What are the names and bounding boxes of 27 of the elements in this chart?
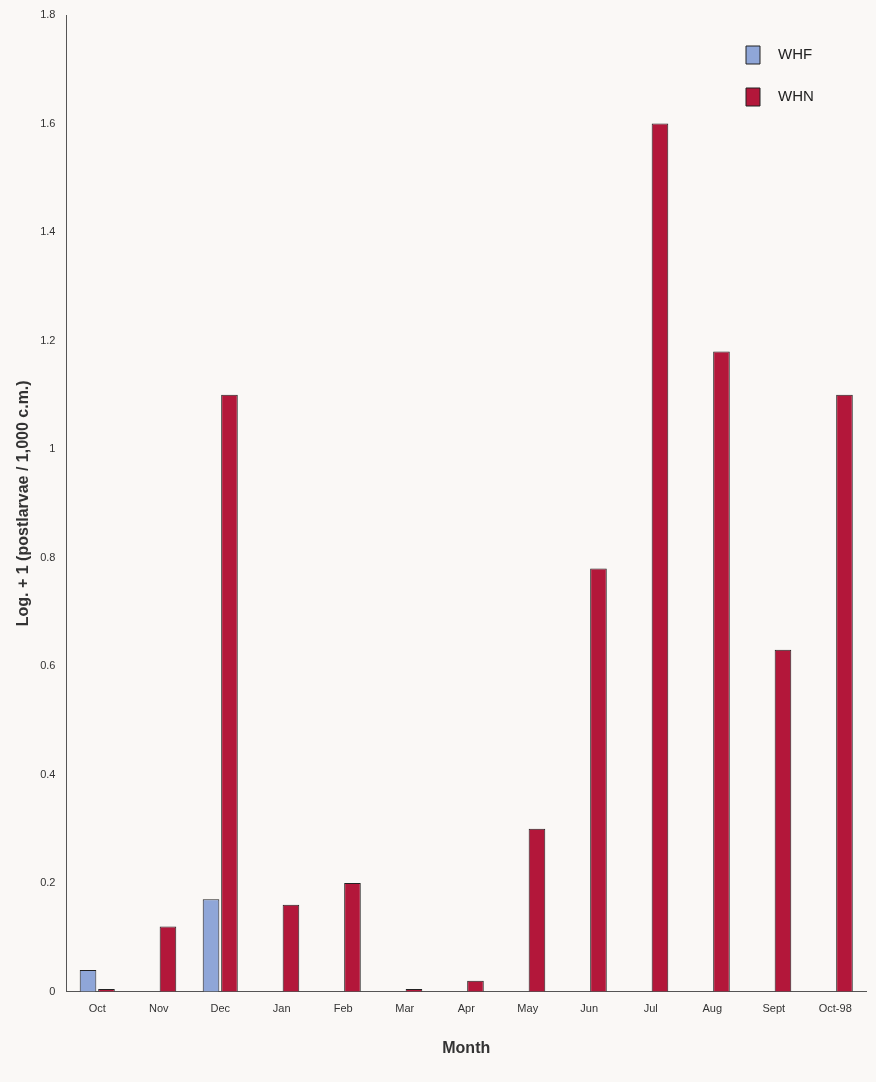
x-tick-label: Apr bbox=[457, 1002, 476, 1015]
x-tick-label: Oct-98 bbox=[818, 1002, 852, 1015]
y-tick-label: 1 bbox=[49, 442, 56, 455]
x-axis-title: Month bbox=[442, 1038, 491, 1056]
x-tick-label: Oct bbox=[88, 1002, 106, 1015]
x-tick-label: Mar bbox=[395, 1002, 415, 1015]
y-tick-label: 0.4 bbox=[40, 767, 56, 780]
y-tick-label: 1.6 bbox=[40, 116, 56, 129]
x-tick-label: Jan bbox=[272, 1002, 291, 1015]
y-tick-label: 1.8 bbox=[40, 8, 56, 21]
y-tick-label: 0.8 bbox=[40, 550, 56, 563]
x-tick-label: Jul bbox=[643, 1002, 658, 1015]
x-tick-label: Aug bbox=[702, 1002, 723, 1015]
y-tick-label: 0.2 bbox=[40, 876, 56, 889]
y-tick-label: 0 bbox=[49, 984, 56, 997]
y-tick-label: 1.4 bbox=[40, 225, 56, 238]
x-tick-label: Nov bbox=[148, 1002, 170, 1015]
y-axis-title: Log. + 1 (postlarvae / 1,000 c.m.) bbox=[14, 380, 32, 627]
x-tick-label: Sept bbox=[762, 1002, 786, 1015]
x-tick-label: Feb bbox=[333, 1002, 353, 1015]
x-tick-label: Jun bbox=[580, 1002, 599, 1015]
y-tick-label: 1.2 bbox=[40, 333, 56, 346]
x-tick-label: May bbox=[517, 1002, 539, 1015]
x-tick-label: Dec bbox=[210, 1002, 231, 1015]
legend-label: WHN bbox=[778, 87, 814, 105]
legend-label: WHF bbox=[778, 45, 813, 63]
y-tick-label: 0.6 bbox=[40, 659, 56, 672]
